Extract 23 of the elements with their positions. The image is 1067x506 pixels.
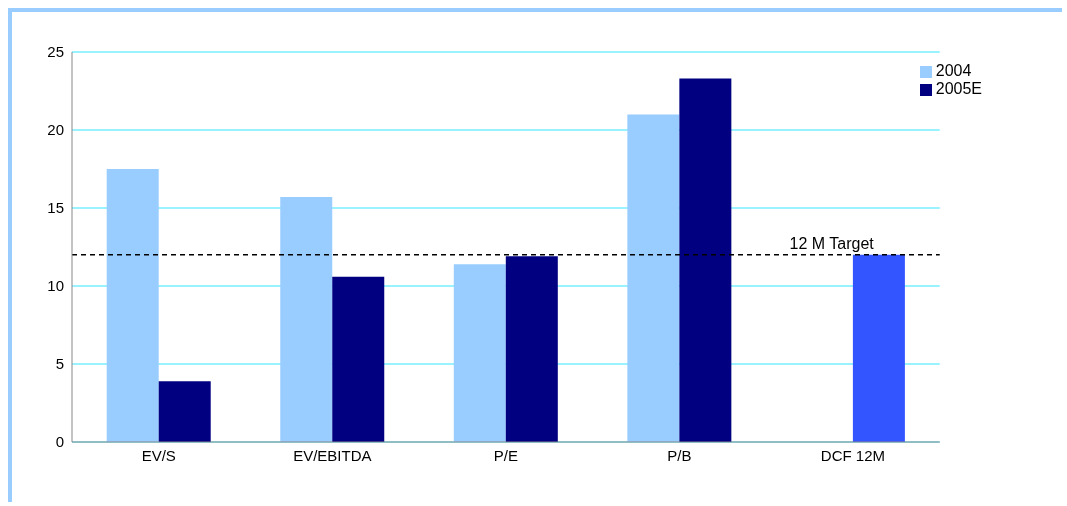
bar (453, 264, 506, 442)
x-tick-label: EV/S (141, 446, 176, 464)
y-tick-label: 25 (47, 43, 64, 61)
y-tick-label: 15 (47, 199, 64, 217)
x-tick-label: EV/EBITDA (293, 446, 372, 464)
x-tick-label: P/E (493, 446, 518, 464)
ref-line-label: 12 M Target (789, 234, 875, 252)
bar (679, 78, 732, 442)
bar (332, 276, 385, 442)
legend-label: 2005E (935, 80, 982, 97)
y-tick-label: 5 (55, 355, 64, 373)
legend-label: 2004 (935, 62, 972, 79)
bar (505, 256, 558, 442)
bar (106, 169, 159, 442)
y-tick-label: 0 (55, 433, 64, 451)
bar (852, 254, 905, 442)
bar (158, 381, 211, 442)
x-tick-label: DCF 12M (820, 446, 886, 464)
bar (280, 197, 333, 442)
y-tick-label: 10 (47, 277, 64, 295)
bar (627, 114, 680, 442)
x-tick-label: P/B (667, 446, 692, 464)
y-tick-label: 20 (47, 121, 64, 139)
